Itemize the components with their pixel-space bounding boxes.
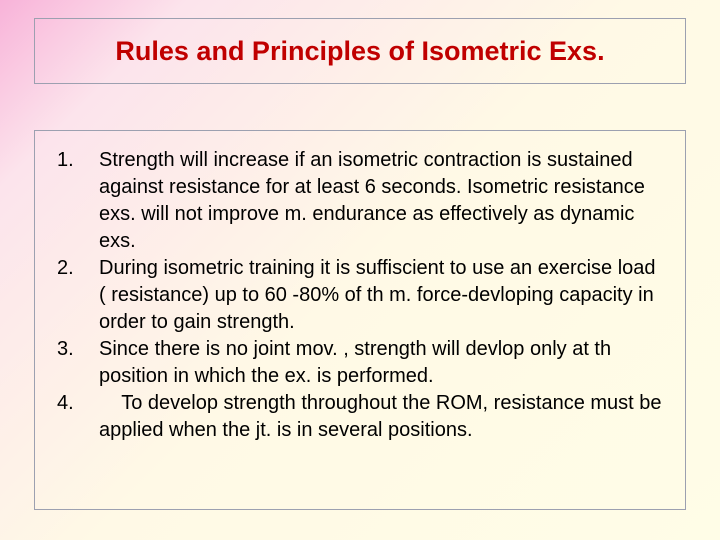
list-number: 1. [57,147,99,174]
list-number: 3. [57,336,99,363]
list-number: 4. [57,390,99,417]
title-container: Rules and Principles of Isometric Exs. [34,18,686,84]
list-number: 2. [57,255,99,282]
list-text: During isometric training it is suffisci… [99,255,663,336]
list-text: Since there is no joint mov. , strength … [99,336,663,390]
list-item: 1. Strength will increase if an isometri… [57,147,663,255]
list-text: Strength will increase if an isometric c… [99,147,663,255]
list-text: To develop strength throughout the ROM, … [99,390,663,444]
list-item: 4. To develop strength throughout the RO… [57,390,663,444]
content-container: 1. Strength will increase if an isometri… [34,130,686,510]
list-item: 3. Since there is no joint mov. , streng… [57,336,663,390]
list-item: 2. During isometric training it is suffi… [57,255,663,336]
slide-title: Rules and Principles of Isometric Exs. [115,36,604,67]
